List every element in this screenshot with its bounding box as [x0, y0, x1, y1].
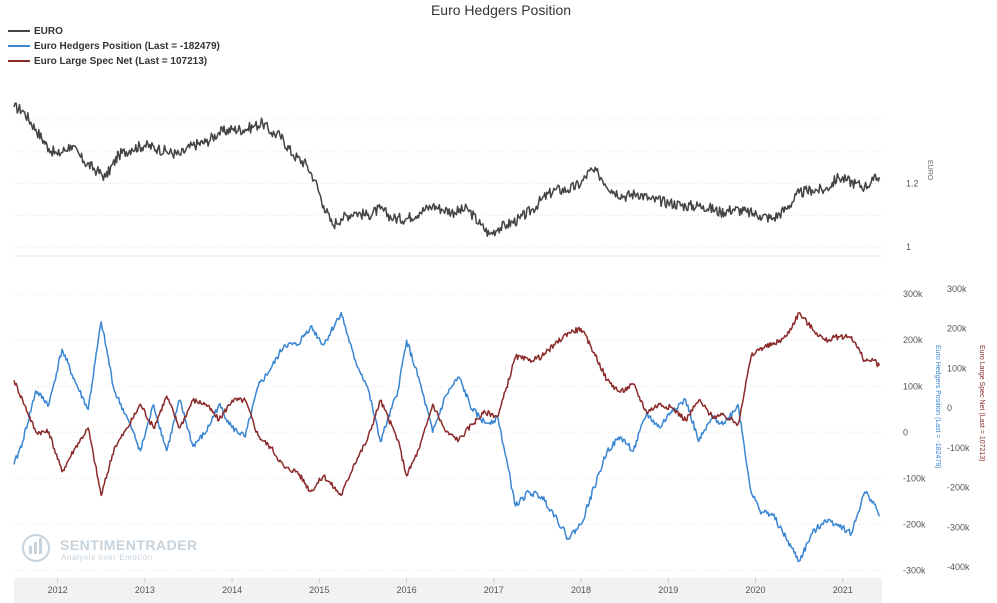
hedgers-y-axis-title: Euro Hedgers Position (Last = -182479) [934, 345, 941, 469]
large-spec-y-tick: -100k [947, 443, 970, 453]
large-spec-y-tick: -200k [947, 483, 970, 493]
x-tick-label: 2018 [571, 585, 591, 595]
legend: EURO Euro Hedgers Position (Last = -1824… [8, 26, 220, 67]
legend-item-large-spec[interactable]: Euro Large Spec Net (Last = 107213) [34, 56, 207, 67]
x-tick-label: 2014 [222, 585, 242, 595]
x-tick-label: 2020 [745, 585, 765, 595]
large-spec-net-line [13, 312, 881, 497]
hedgers-y-tick: -200k [903, 519, 926, 529]
large-spec-y-tick: 100k [947, 363, 967, 373]
large-spec-y-axis-title: Euro Large Spec Net (Last = 107213) [978, 345, 985, 462]
x-tick-label: 2017 [484, 585, 504, 595]
large-spec-y-tick: -300k [947, 522, 970, 532]
x-tick-label: 2012 [48, 585, 68, 595]
sentimentrader-watermark: SENTIMENTRADER Analysis over Emotion [22, 534, 198, 562]
x-tick-label: 2016 [397, 585, 417, 595]
axis-layer: 1.2 1 EURO 300k 200k 100k 0 -100k -200k -300k 300k… [903, 160, 985, 575]
large-spec-y-tick: -400k [947, 562, 970, 572]
price-panel-grid [14, 119, 882, 248]
hedgers-y-tick: 200k [903, 335, 923, 345]
x-tick-label: 2015 [309, 585, 329, 595]
euro-price-line [13, 102, 881, 238]
hedgers-y-tick: 0 [903, 427, 908, 437]
hedgers-y-tick: -100k [903, 473, 926, 483]
large-spec-y-tick: 300k [947, 284, 967, 294]
price-y-axis-title: EURO [926, 160, 933, 181]
hedgers-y-tick: 100k [903, 381, 923, 391]
x-axis-band [14, 578, 882, 603]
series-layer [13, 102, 881, 563]
hedgers-y-tick: -300k [903, 565, 926, 575]
chart-title: Euro Hedgers Position [431, 2, 571, 18]
legend-item-euro[interactable]: EURO [34, 26, 63, 37]
price-y-tick: 1.2 [906, 179, 919, 189]
watermark-brand: SENTIMENTRADER [60, 537, 198, 553]
watermark-tagline: Analysis over Emotion [61, 553, 153, 562]
x-tick-label: 2013 [135, 585, 155, 595]
watermark-logo-icon [22, 534, 50, 562]
hedgers-position-line [13, 311, 881, 563]
price-y-tick: 1 [906, 242, 911, 252]
hedgers-y-tick: 300k [903, 289, 923, 299]
x-axis: 2012 2013 2014 2015 2016 2017 2018 2019 2020 2021 [48, 578, 853, 595]
x-tick-label: 2019 [658, 585, 678, 595]
large-spec-y-tick: 0 [947, 403, 952, 413]
legend-item-hedgers[interactable]: Euro Hedgers Position (Last = -182479) [34, 41, 220, 52]
large-spec-y-tick: 200k [947, 324, 967, 334]
positions-panel-grid [14, 293, 882, 571]
x-tick-label: 2021 [833, 585, 853, 595]
